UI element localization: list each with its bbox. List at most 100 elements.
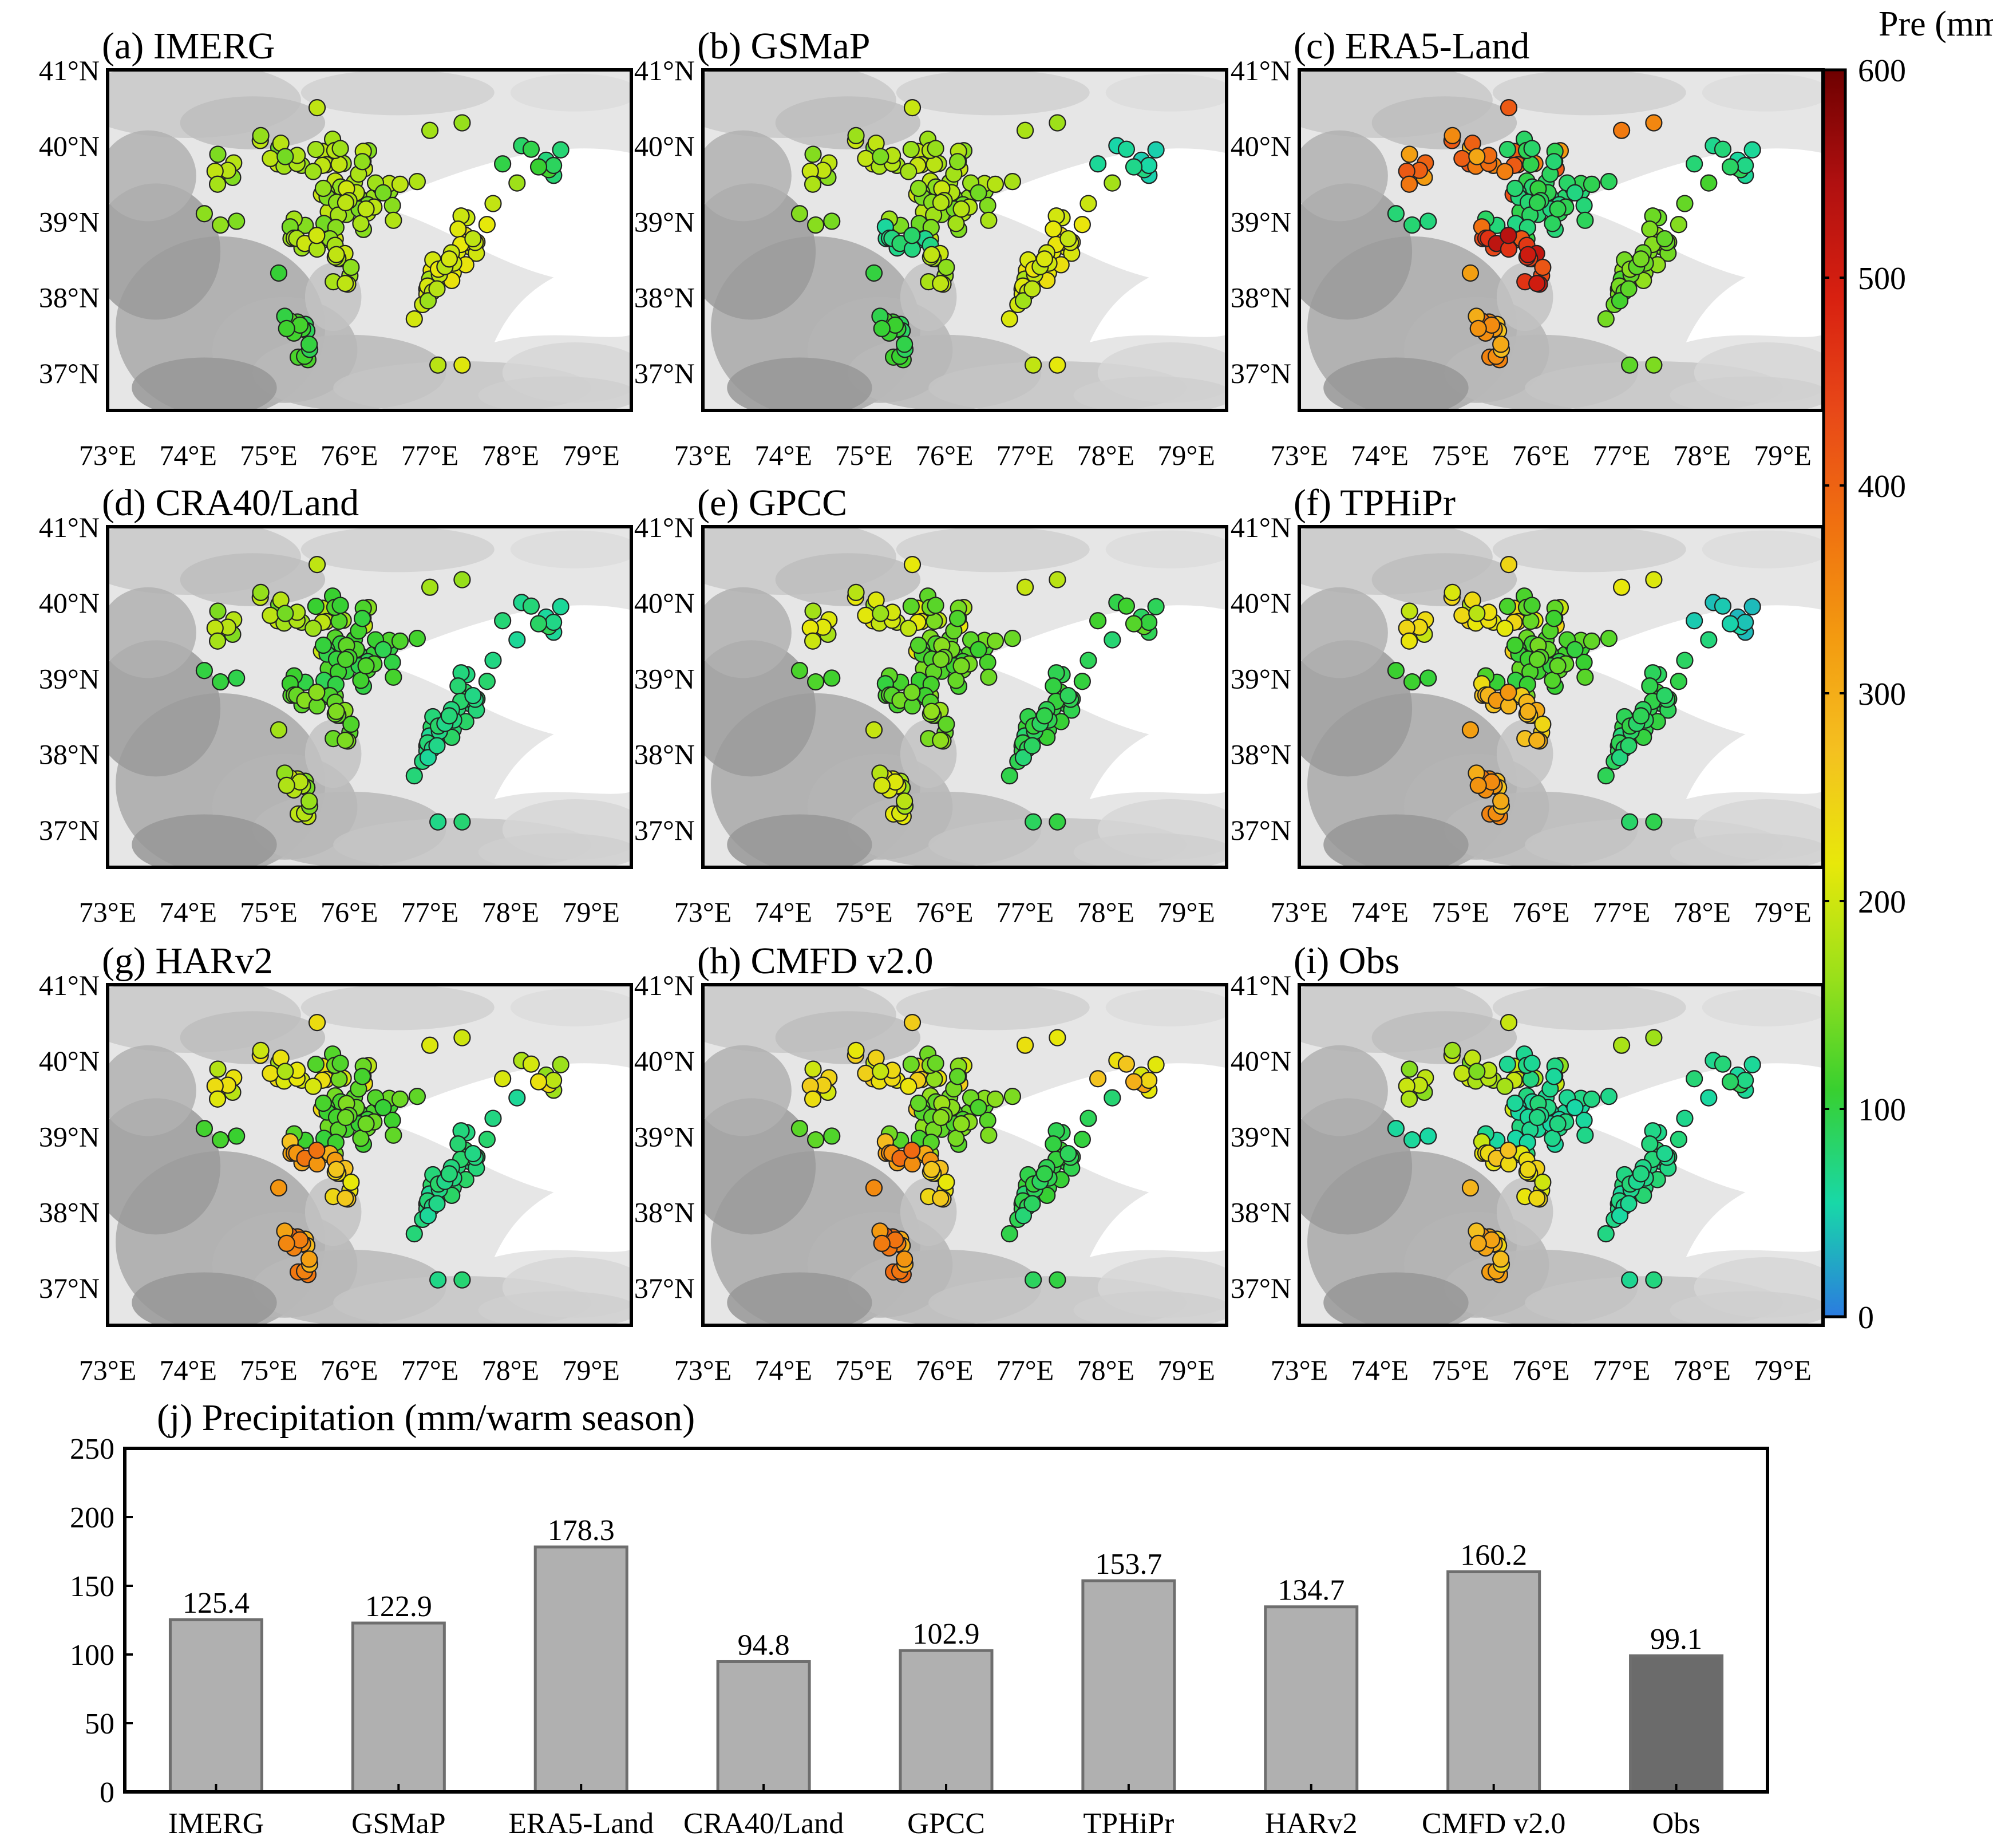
- lat-tick-label: 41°N: [39, 54, 100, 86]
- lon-tick-label: 77°E: [401, 896, 459, 928]
- station-marker: [342, 1173, 360, 1191]
- station-marker: [1506, 636, 1524, 654]
- lat-tick-label: 37°N: [1231, 357, 1291, 389]
- station-marker: [1001, 310, 1018, 328]
- station-marker: [980, 1126, 998, 1144]
- station-marker: [1600, 1088, 1618, 1105]
- bar-category-label: GPCC: [907, 1807, 985, 1840]
- station-marker: [342, 258, 360, 277]
- map-panel: 41°N 40°N 39°N 38°N 37°N 73°E 74°E 75°E 76°E 77°E…: [1231, 482, 1825, 928]
- lat-tick-label: 41°N: [1231, 969, 1291, 1001]
- station-markers: [790, 556, 1165, 831]
- station-marker: [1645, 356, 1663, 374]
- station-marker: [391, 1090, 409, 1108]
- station-marker: [308, 227, 326, 244]
- station-marker: [1737, 156, 1754, 175]
- station-marker: [357, 657, 375, 675]
- station-marker: [903, 1014, 922, 1032]
- lat-tick-label: 41°N: [634, 54, 695, 86]
- lon-tick-label: 74°E: [1351, 439, 1409, 471]
- station-marker: [308, 684, 326, 701]
- terrain-background: [1299, 985, 1823, 1325]
- station-marker: [872, 1063, 889, 1080]
- station-marker: [1676, 1109, 1694, 1127]
- station-marker: [804, 1060, 822, 1078]
- station-marker: [276, 1063, 294, 1080]
- station-marker: [1492, 1250, 1510, 1268]
- station-marker: [1049, 813, 1066, 831]
- bar-category-label: HARv2: [1265, 1807, 1358, 1840]
- station-marker: [494, 612, 512, 630]
- lon-tick-label: 76°E: [321, 1354, 378, 1386]
- station-marker: [478, 1131, 496, 1148]
- bar-category-label: TPHiPr: [1083, 1807, 1174, 1840]
- station-marker: [1403, 1131, 1421, 1149]
- station-marker: [478, 216, 496, 234]
- station-marker: [1468, 1063, 1486, 1080]
- station-marker: [1576, 1126, 1594, 1144]
- station-marker: [1743, 141, 1761, 159]
- station-marker: [1686, 1070, 1703, 1088]
- station-marker: [1632, 1165, 1650, 1183]
- station-marker: [1714, 140, 1732, 158]
- station-marker: [300, 1250, 318, 1268]
- station-marker: [903, 227, 921, 244]
- station-marker: [1528, 275, 1546, 293]
- map-panel-title: (e) GPCC: [697, 482, 847, 524]
- station-marker: [1645, 1029, 1663, 1047]
- station-marker: [391, 632, 409, 650]
- station-marker: [1492, 792, 1510, 810]
- station-marker: [900, 163, 918, 180]
- station-marker: [938, 1173, 955, 1191]
- station-marker: [353, 610, 371, 627]
- station-marker: [357, 1115, 375, 1133]
- bar: [1264, 1605, 1359, 1794]
- station-marker: [1003, 173, 1022, 191]
- lon-tick-label: 77°E: [401, 439, 459, 471]
- station-marker: [1656, 1144, 1674, 1163]
- station-marker: [453, 571, 471, 589]
- lat-tick-label: 38°N: [1231, 1197, 1291, 1229]
- station-marker: [484, 1109, 502, 1127]
- map-panel-title: (h) CMFD v2.0: [697, 940, 934, 982]
- station-marker: [1014, 292, 1033, 310]
- station-marker: [453, 1029, 471, 1047]
- station-marker: [1500, 99, 1518, 117]
- station-marker: [1583, 632, 1601, 650]
- station-marker: [352, 672, 370, 689]
- station-marker: [1645, 1271, 1663, 1289]
- lon-tick-label: 78°E: [1077, 439, 1135, 471]
- station-marker: [1641, 677, 1659, 695]
- station-marker: [948, 610, 967, 627]
- station-marker: [1496, 619, 1514, 637]
- station-marker: [428, 280, 446, 298]
- station-marker: [938, 715, 955, 733]
- station-marker: [428, 1195, 446, 1213]
- lon-tick-label: 77°E: [1593, 1354, 1651, 1386]
- lon-tick-label: 78°E: [1077, 896, 1135, 928]
- station-marker: [478, 673, 496, 690]
- station-marker: [1611, 749, 1629, 767]
- station-marker: [419, 749, 437, 767]
- bar-value-label: 134.7: [1278, 1574, 1345, 1607]
- station-marker: [1676, 651, 1694, 669]
- station-marker: [262, 149, 279, 168]
- station-marker: [331, 597, 349, 614]
- station-marker: [1025, 356, 1042, 374]
- station-marker: [1140, 1071, 1158, 1089]
- station-marker: [195, 662, 213, 680]
- bar: [716, 1660, 811, 1794]
- station-markers: [790, 1014, 1165, 1289]
- map-panel-title: (f) TPHiPr: [1294, 482, 1456, 524]
- station-markers: [195, 99, 570, 374]
- bar-y-tick-label: 50: [85, 1708, 114, 1740]
- station-marker: [1600, 630, 1618, 647]
- station-marker: [873, 776, 891, 794]
- station-marker: [1496, 1077, 1514, 1095]
- station-marker: [1453, 149, 1471, 168]
- station-marker: [923, 702, 940, 720]
- station-marker: [327, 246, 345, 263]
- station-marker: [1506, 1094, 1524, 1112]
- station-marker: [208, 1090, 227, 1108]
- lon-tick-label: 75°E: [1432, 1354, 1489, 1386]
